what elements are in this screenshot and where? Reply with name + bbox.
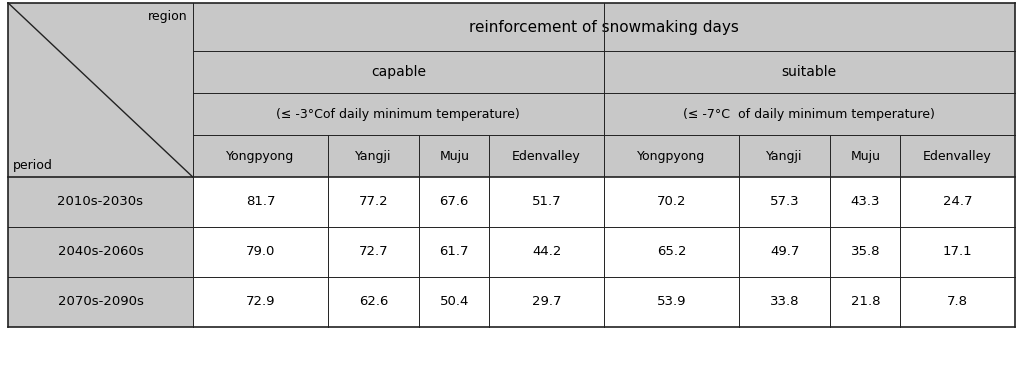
Bar [740, 277, 831, 327]
Bar [8, 277, 192, 327]
Bar [419, 277, 489, 327]
Text: Edenvalley: Edenvalley [923, 150, 992, 162]
Text: 72.9: 72.9 [246, 296, 275, 308]
Bar [419, 177, 489, 227]
Text: Yongpyong: Yongpyong [226, 150, 295, 162]
Bar [8, 177, 192, 227]
Text: 17.1: 17.1 [943, 246, 973, 258]
Bar [489, 177, 604, 227]
Bar [604, 135, 740, 177]
Text: 51.7: 51.7 [532, 196, 562, 209]
Bar [328, 277, 419, 327]
Bar [604, 277, 740, 327]
Bar [831, 277, 900, 327]
Text: Yangji: Yangji [766, 150, 803, 162]
Bar [192, 177, 328, 227]
Bar [8, 227, 192, 277]
Bar [489, 277, 604, 327]
Text: 24.7: 24.7 [943, 196, 972, 209]
Text: 79.0: 79.0 [246, 246, 275, 258]
Text: 35.8: 35.8 [850, 246, 880, 258]
Text: 2040s-2060s: 2040s-2060s [57, 246, 143, 258]
Bar [192, 51, 604, 93]
Text: 49.7: 49.7 [770, 246, 799, 258]
Text: Yongpyong: Yongpyong [637, 150, 706, 162]
Bar [740, 227, 831, 277]
Text: 53.9: 53.9 [657, 296, 686, 308]
Text: 44.2: 44.2 [532, 246, 562, 258]
Bar [192, 135, 328, 177]
Text: 72.7: 72.7 [359, 246, 389, 258]
Bar [192, 277, 328, 327]
Bar [900, 277, 1015, 327]
Text: Muju: Muju [439, 150, 470, 162]
Text: (≤ -3°Cof daily minimum temperature): (≤ -3°Cof daily minimum temperature) [276, 108, 520, 120]
Bar [419, 227, 489, 277]
Bar [604, 51, 1015, 93]
Bar [419, 135, 489, 177]
Bar [604, 177, 740, 227]
Text: 29.7: 29.7 [532, 296, 562, 308]
Text: period: period [13, 159, 53, 173]
Text: suitable: suitable [782, 65, 837, 79]
Bar [328, 227, 419, 277]
Bar [604, 93, 1015, 135]
Bar [328, 135, 419, 177]
Text: 62.6: 62.6 [359, 296, 389, 308]
Bar [831, 227, 900, 277]
Text: region: region [148, 10, 187, 23]
Bar [831, 177, 900, 227]
Bar [192, 93, 604, 135]
Text: reinforcement of snowmaking days: reinforcement of snowmaking days [469, 20, 739, 35]
Text: 81.7: 81.7 [246, 196, 275, 209]
Text: 57.3: 57.3 [770, 196, 800, 209]
Bar [900, 227, 1015, 277]
Text: 2010s-2030s: 2010s-2030s [57, 196, 143, 209]
Bar [900, 177, 1015, 227]
Text: Yangji: Yangji [355, 150, 392, 162]
Text: 61.7: 61.7 [440, 246, 469, 258]
Text: 33.8: 33.8 [770, 296, 799, 308]
Bar [831, 135, 900, 177]
Bar [192, 3, 1015, 51]
Bar [489, 135, 604, 177]
Text: 43.3: 43.3 [850, 196, 880, 209]
Bar [740, 177, 831, 227]
Bar [740, 135, 831, 177]
Text: 70.2: 70.2 [657, 196, 686, 209]
Bar [604, 227, 740, 277]
Text: Muju: Muju [850, 150, 881, 162]
Text: 77.2: 77.2 [359, 196, 389, 209]
Text: 50.4: 50.4 [440, 296, 469, 308]
Text: 2070s-2090s: 2070s-2090s [57, 296, 143, 308]
Text: capable: capable [370, 65, 426, 79]
Text: (≤ -7°C  of daily minimum temperature): (≤ -7°C of daily minimum temperature) [683, 108, 935, 120]
Bar [192, 227, 328, 277]
Bar [8, 3, 192, 177]
Bar [489, 227, 604, 277]
Bar [328, 177, 419, 227]
Text: 21.8: 21.8 [850, 296, 880, 308]
Bar [900, 135, 1015, 177]
Text: 65.2: 65.2 [657, 246, 686, 258]
Text: Edenvalley: Edenvalley [513, 150, 581, 162]
Text: 67.6: 67.6 [440, 196, 469, 209]
Text: 7.8: 7.8 [947, 296, 968, 308]
